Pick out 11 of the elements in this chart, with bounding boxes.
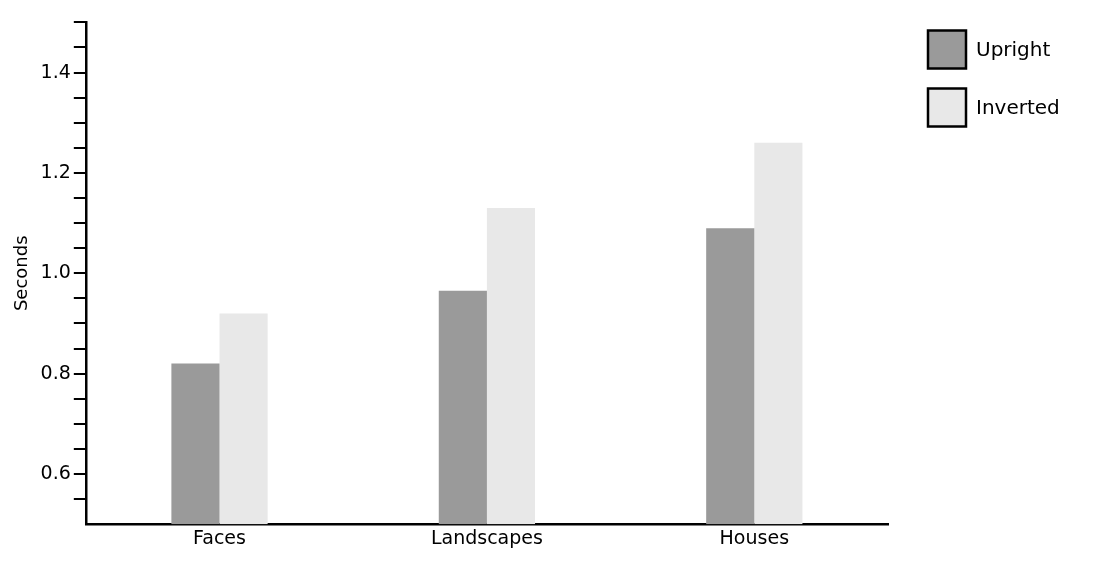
legend-label: Inverted [976,94,1060,119]
y-tick-label: 0.8 [40,360,71,383]
y-tick-label: 0.6 [40,460,71,483]
y-tick-label: 1.2 [40,159,71,182]
x-tick-label: Landscapes [430,525,543,548]
y-tick-label: 1.4 [40,59,71,82]
legend-label: Upright [976,36,1051,61]
y-tick-label: 1.0 [40,260,71,283]
x-tick-label: Faces [193,525,246,548]
x-tick-label: Houses [719,525,790,548]
y-axis-title: Seconds [10,235,32,312]
